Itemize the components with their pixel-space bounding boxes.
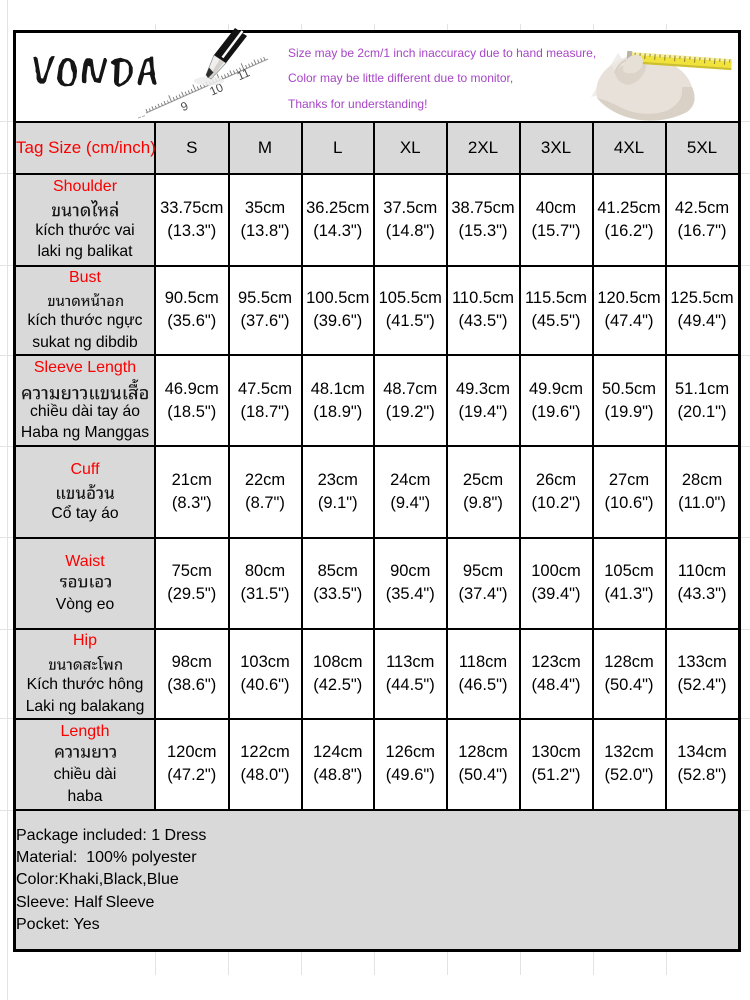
svg-text:11: 11: [235, 65, 252, 83]
svg-text:9: 9: [178, 98, 190, 114]
